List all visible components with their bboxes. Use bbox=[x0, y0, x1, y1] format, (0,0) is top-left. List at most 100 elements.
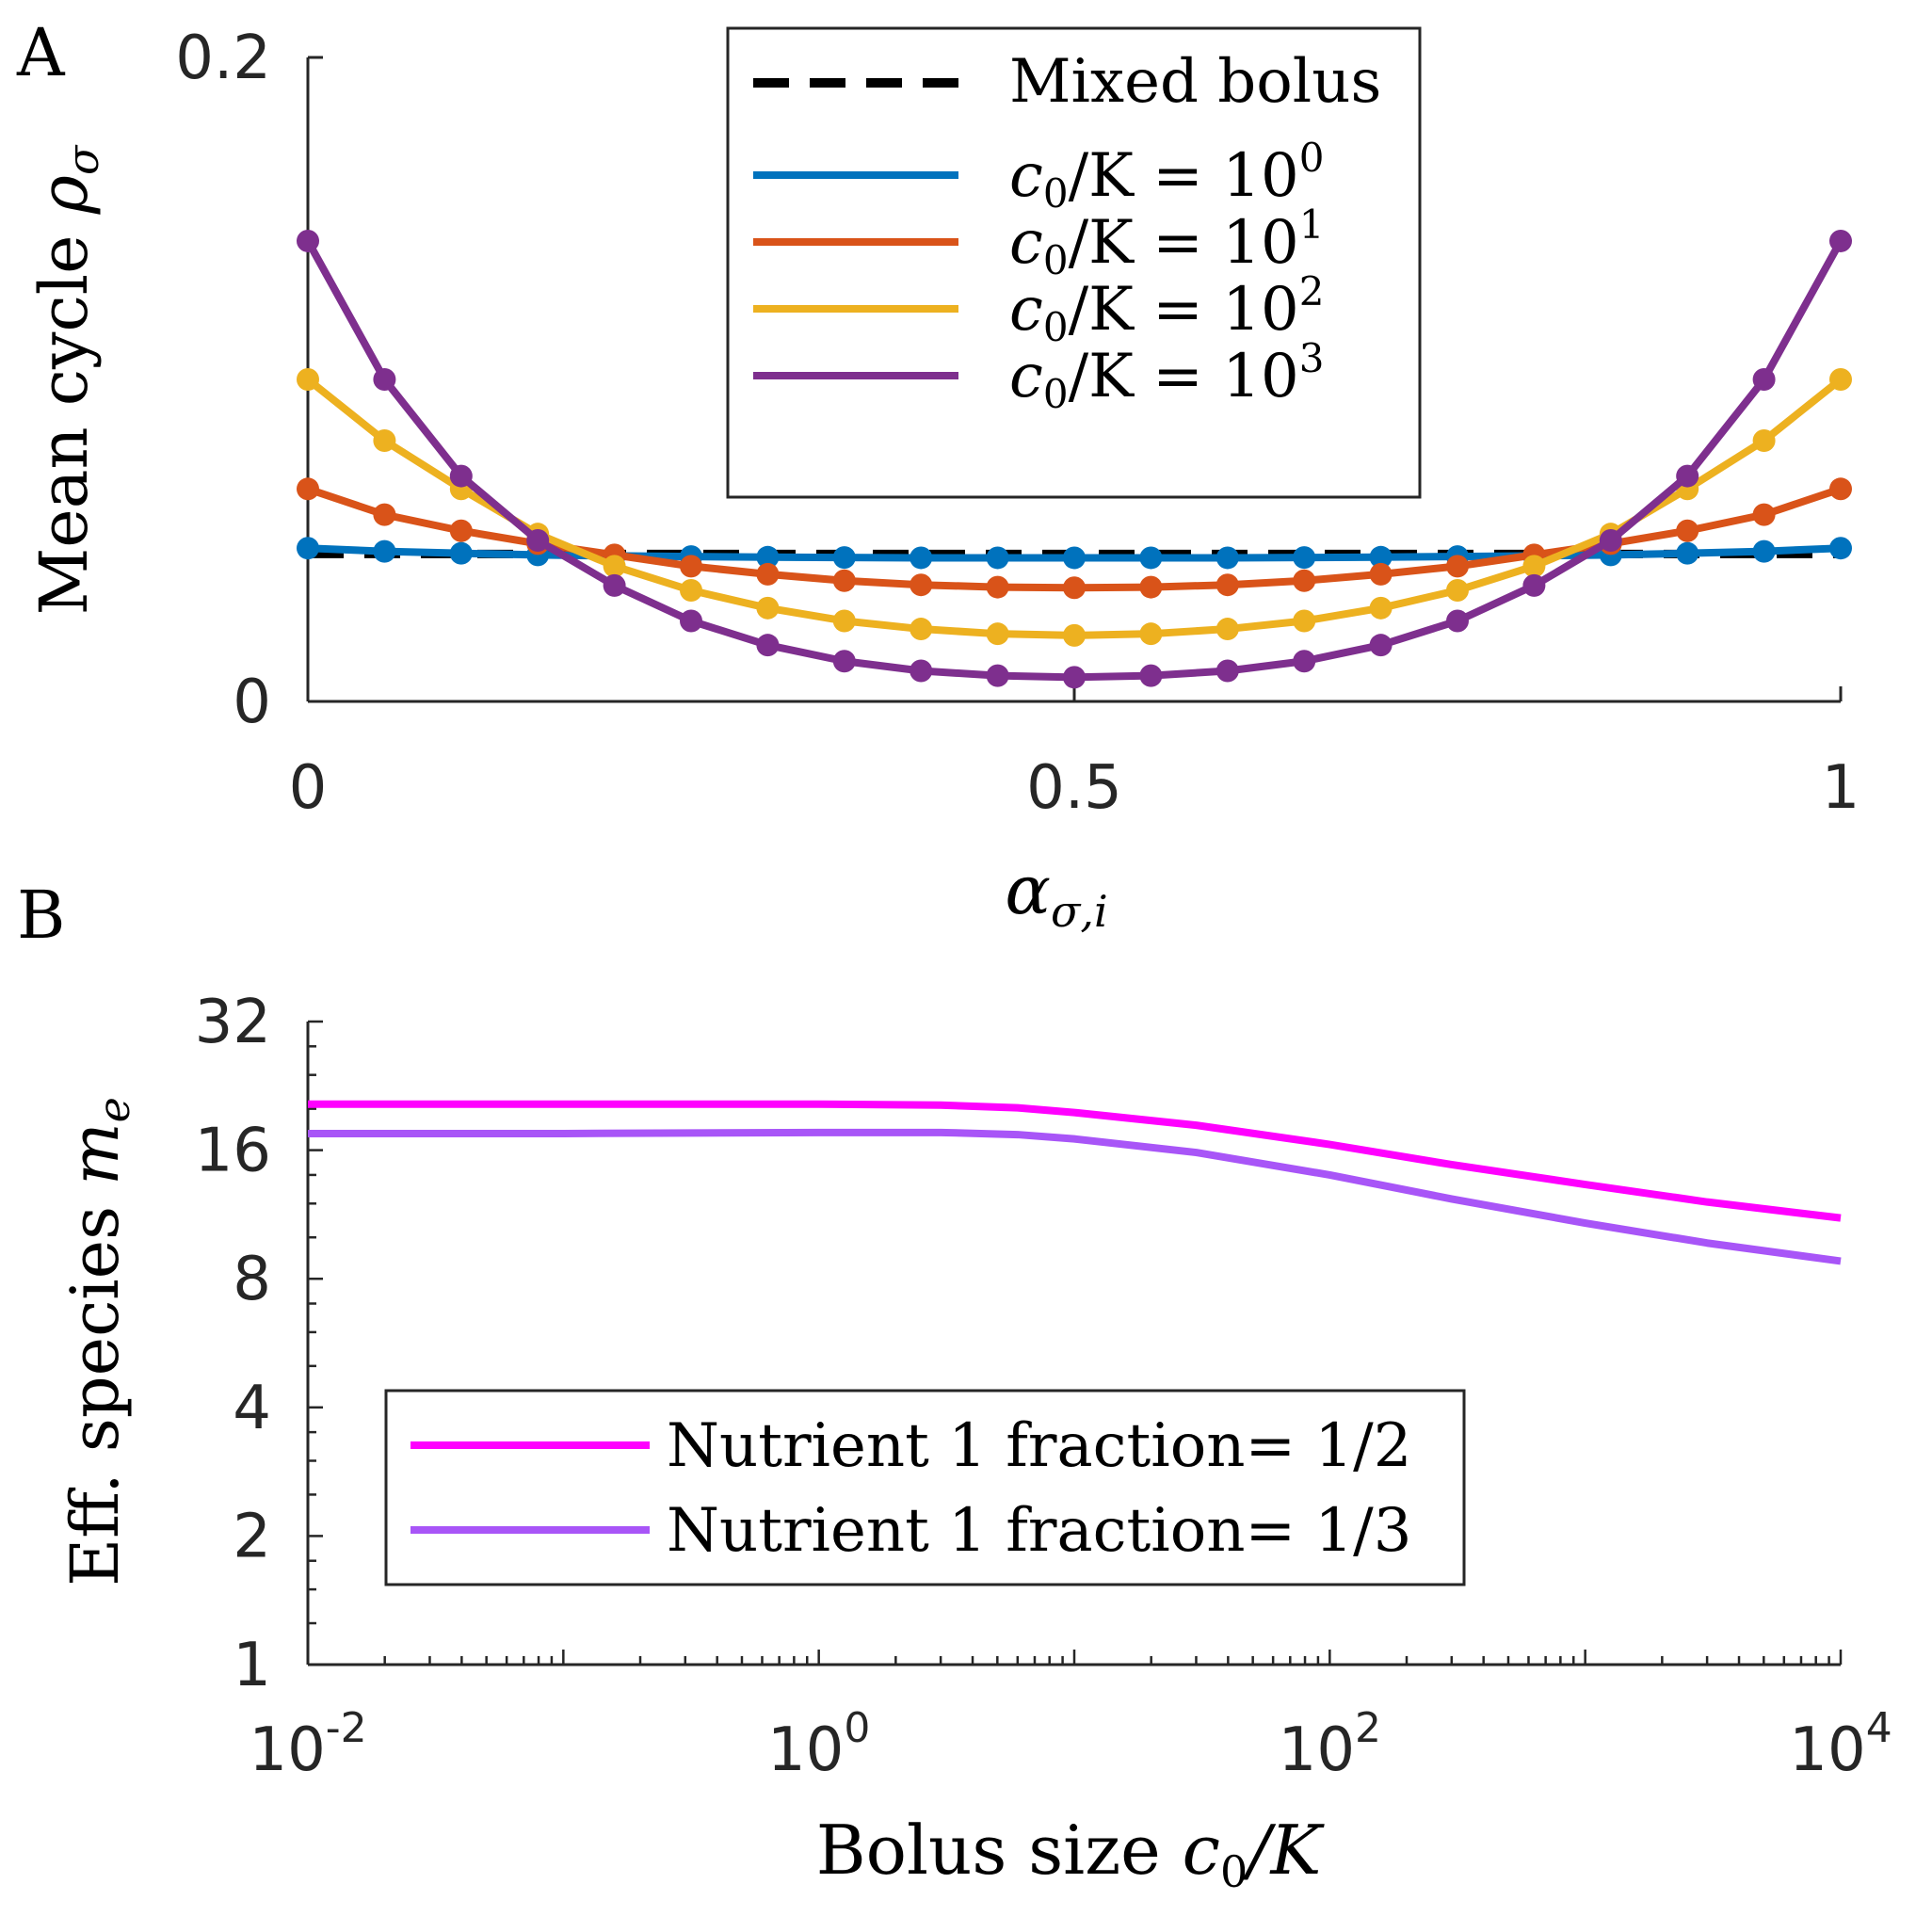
data-point-c0K-10-3 bbox=[1522, 573, 1546, 597]
data-point-c0K-10-2 bbox=[1293, 609, 1316, 633]
panel-b-x-tick-label: 100 bbox=[767, 1704, 870, 1785]
data-point-c0K-10-3 bbox=[1063, 666, 1086, 689]
data-point-c0K-10-2 bbox=[1752, 428, 1776, 452]
panel-a-y-label: Mean cycle ρσ bbox=[25, 144, 108, 615]
data-point-c0K-10-2 bbox=[680, 579, 702, 603]
panel-b-chart: 10-2 100 102 104 1 2 4 8 16 32 Eff. species me Bo… bbox=[56, 988, 1892, 1897]
data-point-c0K-10-2 bbox=[832, 609, 856, 633]
panel-b-y-tick-label: 32 bbox=[195, 988, 271, 1057]
data-point-c0K-10-1 bbox=[1676, 519, 1699, 542]
data-point-c0K-10-3 bbox=[1293, 650, 1316, 673]
data-point-c0K-10-2 bbox=[1522, 555, 1546, 578]
legend-label-c0K-10-3: c0/K = 103 bbox=[1009, 335, 1324, 417]
panel-b-x-label: Bolus size c0/K bbox=[816, 1811, 1326, 1897]
panel-a-x-tick-label: 0 bbox=[289, 753, 328, 823]
data-point-c0K-10-3 bbox=[1216, 659, 1239, 683]
panel-a-ticks: 0 0.5 1 0 0.2 bbox=[175, 24, 1860, 823]
data-point-c0K-10-3 bbox=[603, 573, 626, 597]
panel-b-series-group bbox=[308, 1100, 1842, 1265]
data-point-c0K-10-1 bbox=[1216, 573, 1239, 597]
panel-b-y-tick-label: 16 bbox=[195, 1117, 271, 1186]
data-point-c0K-10-0 bbox=[373, 539, 396, 563]
data-point-c0K-10-3 bbox=[1752, 368, 1776, 391]
data-point-c0K-10-2 bbox=[1369, 596, 1393, 620]
legend-mixed-bolus-label: Mixed bolus bbox=[1009, 47, 1381, 117]
data-point-c0K-10-1 bbox=[1293, 569, 1316, 592]
panel-b-y-tick-label: 8 bbox=[233, 1245, 271, 1314]
data-point-c0K-10-1 bbox=[1752, 503, 1776, 526]
legend-label-nutrient-fraction-third: Nutrient 1 fraction= 1/3 bbox=[667, 1496, 1411, 1566]
panel-b-x-tick-label: 104 bbox=[1789, 1704, 1892, 1785]
data-point-c0K-10-0 bbox=[1829, 537, 1852, 560]
panel-a-series-group bbox=[297, 229, 1852, 689]
data-point-c0K-10-3 bbox=[910, 659, 933, 683]
data-point-c0K-10-2 bbox=[756, 596, 780, 620]
data-point-c0K-10-1 bbox=[1139, 575, 1163, 599]
panel-label-b: B bbox=[17, 877, 65, 954]
data-point-c0K-10-3 bbox=[373, 368, 396, 391]
data-point-c0K-10-3 bbox=[449, 464, 473, 488]
data-point-c0K-10-0 bbox=[756, 545, 780, 569]
data-point-c0K-10-2 bbox=[1829, 368, 1852, 391]
panel-b-y-tick-label: 1 bbox=[233, 1631, 271, 1700]
panel-b-legend-items: Nutrient 1 fraction= 1/2 Nutrient 1 fract… bbox=[411, 1411, 1411, 1566]
panel-b-legend-box bbox=[384, 1389, 1466, 1586]
data-point-c0K-10-2 bbox=[1063, 623, 1086, 647]
data-point-c0K-10-3 bbox=[986, 664, 1009, 687]
data-point-c0K-10-0 bbox=[1216, 546, 1239, 570]
panel-a-legend-box bbox=[726, 26, 1422, 499]
data-point-c0K-10-0 bbox=[986, 546, 1009, 570]
data-point-c0K-10-3 bbox=[1599, 529, 1622, 552]
panel-a-x-tick-label: 1 bbox=[1822, 753, 1860, 823]
data-point-c0K-10-3 bbox=[526, 529, 550, 552]
data-point-c0K-10-1 bbox=[1063, 576, 1086, 600]
data-point-c0K-10-2 bbox=[1216, 618, 1239, 641]
data-point-c0K-10-1 bbox=[297, 477, 319, 501]
panel-b-x-tick-label: 10-2 bbox=[249, 1704, 366, 1785]
panel-b-legend: Nutrient 1 fraction= 1/2 Nutrient 1 fract… bbox=[384, 1389, 1466, 1586]
series-line-nutrient-fraction-half bbox=[308, 1100, 1842, 1222]
data-point-c0K-10-3 bbox=[680, 609, 702, 633]
data-point-c0K-10-1 bbox=[373, 503, 396, 526]
data-point-c0K-10-0 bbox=[1752, 539, 1776, 563]
panel-label-a: A bbox=[16, 14, 66, 91]
data-point-c0K-10-1 bbox=[986, 575, 1009, 599]
data-point-c0K-10-3 bbox=[1369, 634, 1393, 657]
data-point-c0K-10-1 bbox=[756, 562, 780, 586]
panel-b-y-label: Eff. species me bbox=[56, 1097, 139, 1586]
panel-b-x-tick-label: 102 bbox=[1279, 1704, 1381, 1785]
data-point-c0K-10-3 bbox=[832, 650, 856, 673]
data-point-c0K-10-1 bbox=[1369, 562, 1393, 586]
legend-label-c0K-10-0: c0/K = 100 bbox=[1009, 135, 1324, 217]
data-point-c0K-10-0 bbox=[910, 546, 933, 570]
data-point-c0K-10-2 bbox=[297, 368, 319, 391]
data-point-c0K-10-1 bbox=[1829, 477, 1852, 501]
data-point-c0K-10-0 bbox=[297, 537, 319, 560]
legend-label-nutrient-fraction-half: Nutrient 1 fraction= 1/2 bbox=[667, 1411, 1411, 1481]
panel-b-ticks: 10-2 100 102 104 1 2 4 8 16 32 bbox=[195, 988, 1892, 1785]
data-point-c0K-10-0 bbox=[1139, 546, 1163, 570]
data-point-c0K-10-3 bbox=[1139, 664, 1163, 687]
legend-label-c0K-10-2: c0/K = 102 bbox=[1009, 268, 1324, 350]
data-point-c0K-10-2 bbox=[1446, 579, 1469, 603]
data-point-c0K-10-2 bbox=[373, 428, 396, 452]
data-point-c0K-10-3 bbox=[1446, 609, 1469, 633]
panel-a-x-tick-label: 0.5 bbox=[1026, 753, 1122, 823]
data-point-c0K-10-2 bbox=[910, 618, 933, 641]
data-point-c0K-10-0 bbox=[1676, 541, 1699, 565]
panel-a-y-tick-label: 0 bbox=[233, 668, 271, 737]
data-point-c0K-10-2 bbox=[1139, 622, 1163, 646]
data-point-c0K-10-1 bbox=[680, 555, 702, 578]
data-point-c0K-10-1 bbox=[1446, 555, 1469, 578]
panel-a-y-tick-label: 0.2 bbox=[175, 24, 271, 93]
data-point-c0K-10-3 bbox=[297, 229, 319, 252]
series-line-nutrient-fraction-third bbox=[308, 1128, 1842, 1265]
data-point-c0K-10-3 bbox=[1829, 229, 1852, 252]
data-point-c0K-10-3 bbox=[756, 634, 780, 657]
data-point-c0K-10-0 bbox=[449, 541, 473, 565]
data-point-c0K-10-2 bbox=[986, 622, 1009, 646]
panel-b-y-tick-label: 2 bbox=[233, 1502, 271, 1571]
